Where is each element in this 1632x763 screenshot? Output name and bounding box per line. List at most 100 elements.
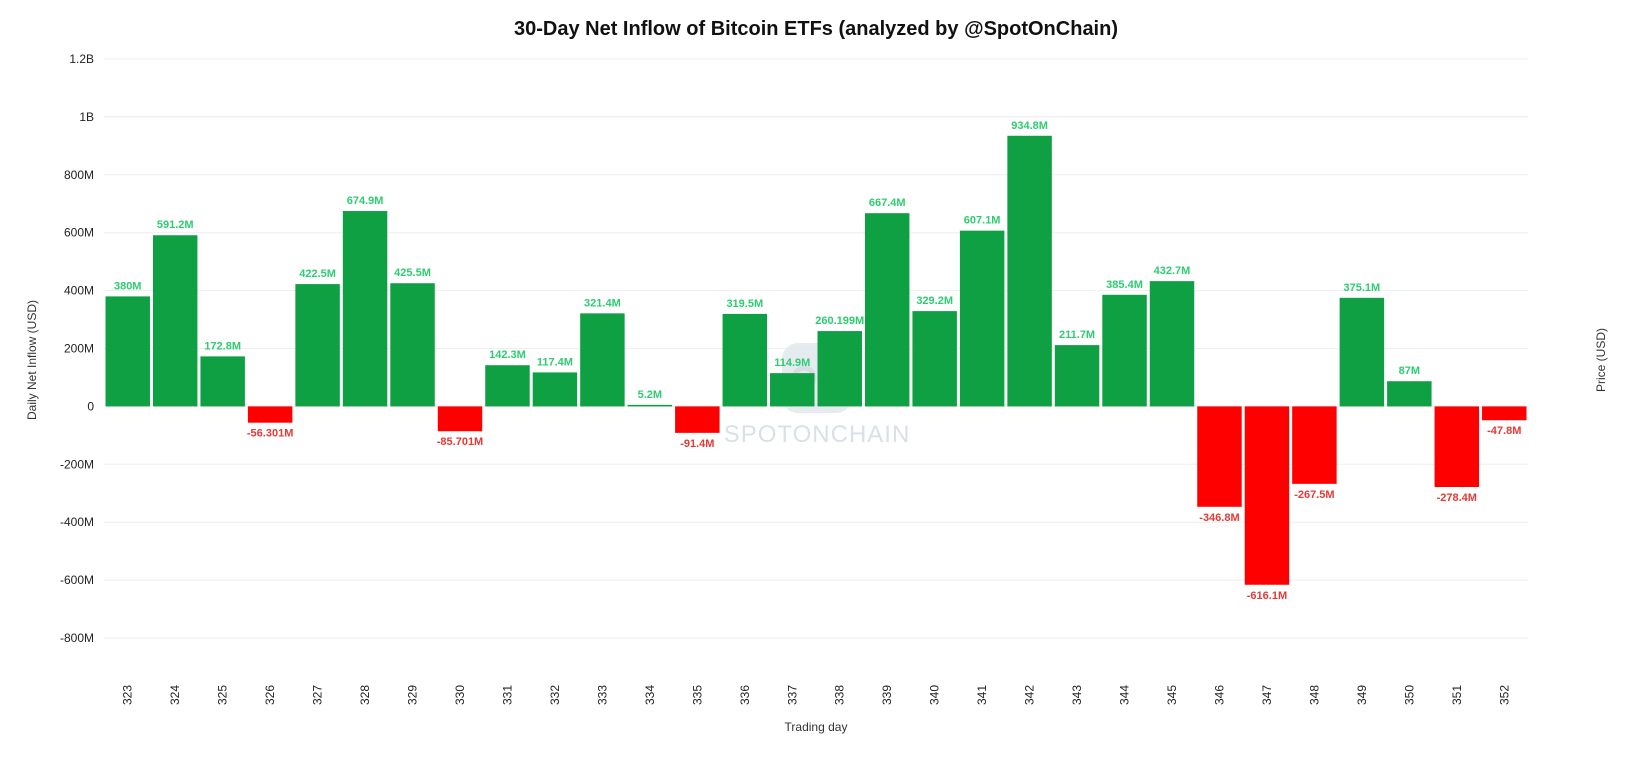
- bar: [1054, 345, 1100, 407]
- bar: [1244, 406, 1290, 585]
- bar: [1339, 297, 1385, 407]
- x-tick-label: 349: [1355, 685, 1369, 705]
- x-tick-label: 324: [168, 685, 182, 705]
- bar: [1149, 281, 1195, 407]
- bar-labels-layer: 380M 591.2M 172.8M -56.301M 422.5M 674.9M 425.…: [114, 120, 1521, 602]
- bar: [390, 283, 435, 407]
- bar-value-label: -56.301M: [247, 428, 293, 440]
- bar-value-label: -616.1M: [1247, 590, 1287, 602]
- x-tick-label: 337: [785, 685, 799, 705]
- y-axis-ticks: 1.2B 1B 800M 600M 400M 200M 0 -200M -400M -600M -8…: [60, 52, 94, 645]
- y-tick-label: -600M: [60, 573, 94, 587]
- bar-value-label: 87M: [1399, 365, 1420, 377]
- chart-title: 30-Day Net Inflow of Bitcoin ETFs (analy…: [514, 18, 1118, 40]
- x-tick-label: 331: [500, 685, 514, 705]
- x-axis-label: Trading day: [785, 720, 848, 734]
- y-tick-label: -400M: [60, 515, 94, 529]
- x-tick-label: 336: [738, 685, 752, 705]
- bar: [1197, 406, 1242, 507]
- x-tick-label: 343: [1070, 685, 1084, 705]
- y-tick-label: -200M: [60, 457, 94, 471]
- bar: [959, 230, 1005, 407]
- bar-value-label: 674.9M: [347, 195, 384, 207]
- x-tick-label: 346: [1212, 685, 1226, 705]
- bar: [105, 296, 150, 407]
- bar: [627, 404, 673, 407]
- x-tick-label: 333: [595, 685, 609, 705]
- x-tick-label: 338: [833, 685, 847, 705]
- y-tick-label: 0: [87, 399, 94, 413]
- bar: [675, 406, 720, 433]
- bar-value-label: 607.1M: [964, 215, 1001, 227]
- bars-layer: [105, 135, 1527, 585]
- bar-value-label: 260.199M: [815, 315, 864, 327]
- x-tick-label: 345: [1165, 685, 1179, 705]
- y-axis-label: Daily Net Inflow (USD): [25, 300, 39, 420]
- bar-value-label: 321.4M: [584, 297, 621, 309]
- bar: [722, 313, 768, 407]
- x-tick-label: 334: [643, 685, 657, 705]
- x-tick-label: 335: [690, 685, 704, 705]
- bar: [864, 213, 910, 407]
- x-tick-label: 326: [263, 685, 277, 705]
- x-tick-label: 344: [1118, 685, 1132, 705]
- bar: [532, 372, 578, 407]
- bar-value-label: 117.4M: [537, 356, 573, 368]
- bar: [1292, 406, 1337, 484]
- x-tick-label: 325: [216, 685, 230, 705]
- x-tick-label: 327: [311, 685, 325, 705]
- x-tick-label: 340: [928, 685, 942, 705]
- bar-value-label: -267.5M: [1294, 489, 1334, 501]
- bar-value-label: -278.4M: [1437, 492, 1477, 504]
- bar-value-label: -91.4M: [680, 438, 714, 450]
- x-tick-label: 323: [121, 685, 135, 705]
- bar-value-label: 425.5M: [394, 267, 431, 279]
- x-tick-label: 342: [1023, 685, 1037, 705]
- bar-value-label: -47.8M: [1487, 425, 1521, 437]
- y-tick-label: 200M: [64, 342, 94, 356]
- y-tick-label: 400M: [64, 284, 94, 298]
- bar-value-label: 380M: [114, 280, 142, 292]
- x-tick-label: 339: [880, 685, 894, 705]
- bar-value-label: 319.5M: [726, 298, 763, 310]
- watermark-text: SPOTONCHAIN: [724, 421, 911, 448]
- bar-value-label: 432.7M: [1154, 265, 1191, 277]
- x-tick-label: 352: [1497, 685, 1511, 705]
- bar: [1007, 135, 1052, 407]
- y-tick-label: 1.2B: [69, 52, 94, 66]
- bar: [912, 311, 957, 407]
- bar-value-label: 667.4M: [869, 197, 906, 209]
- bar-value-label: 422.5M: [299, 268, 336, 280]
- bar-value-label: -346.8M: [1199, 512, 1239, 524]
- x-axis-ticks: 323 324 325 326 327 328 329 330 331 332 333 334 335 3…: [121, 685, 1512, 705]
- x-tick-label: 329: [406, 685, 420, 705]
- bar-value-label: 934.8M: [1011, 120, 1048, 132]
- bar: [817, 331, 862, 407]
- bar-value-label: 385.4M: [1106, 279, 1143, 291]
- x-tick-label: 348: [1307, 685, 1321, 705]
- bar: [247, 406, 293, 423]
- x-tick-label: 347: [1260, 685, 1274, 705]
- bar-value-label: 211.7M: [1059, 329, 1095, 341]
- bar-value-label: 591.2M: [157, 219, 194, 231]
- bar-value-label: 5.2M: [638, 389, 662, 401]
- bar: [1482, 406, 1527, 421]
- x-tick-label: 341: [975, 685, 989, 705]
- bar: [200, 356, 245, 407]
- x-tick-label: 350: [1402, 685, 1416, 705]
- bar: [1387, 381, 1432, 407]
- bar-value-label: 114.9M: [774, 357, 810, 369]
- x-tick-label: 328: [358, 685, 372, 705]
- bar: [342, 211, 388, 407]
- y-tick-label: -800M: [60, 631, 94, 645]
- y2-axis-label: Price (USD): [1594, 328, 1608, 392]
- bar-value-label: 329.2M: [916, 295, 953, 307]
- bar-value-label: 375.1M: [1344, 282, 1381, 294]
- bar: [152, 235, 198, 407]
- x-tick-label: 351: [1450, 685, 1464, 705]
- x-tick-label: 330: [453, 685, 467, 705]
- bar: [295, 284, 340, 407]
- bar: [1434, 406, 1480, 487]
- x-tick-label: 332: [548, 685, 562, 705]
